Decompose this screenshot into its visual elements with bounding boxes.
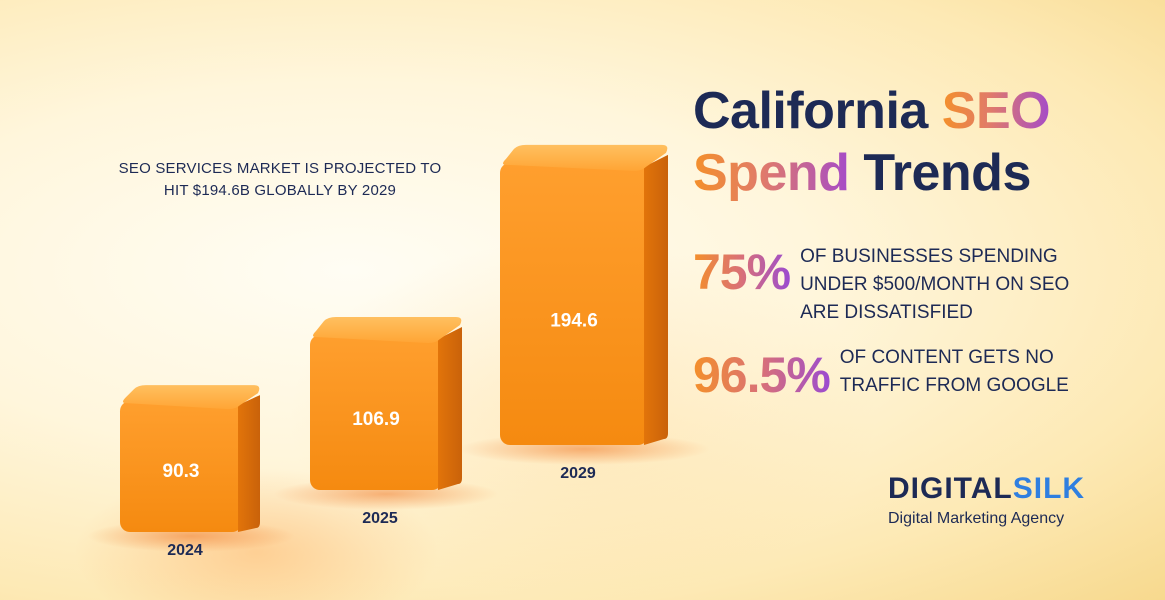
x-tick-label: 2024 [167, 542, 203, 559]
digitalsilk-logo: DIGITALSILK Digital Marketing Agency [888, 472, 1085, 528]
bar-front-face [310, 334, 442, 490]
bar-value-label: 194.6 [550, 310, 598, 331]
market-projection-text: SEO SERVICES MARKET IS PROJECTED TO HIT … [100, 158, 460, 202]
bar-2029 [458, 144, 710, 465]
stat-content-no-traffic: 96.5% OF CONTENT GETS NO TRAFFIC FROM GO… [693, 347, 1110, 403]
headline-line-1: SEO SERVICES MARKET IS PROJECTED TO [118, 160, 442, 177]
stat-value: 96.5% [693, 347, 831, 403]
bar-top-face [123, 385, 260, 410]
title-spend: Spend [693, 144, 850, 202]
stat-description: OF BUSINESSES SPENDING UNDER $500/MONTH … [800, 246, 1070, 323]
stat-value: 75% [693, 244, 791, 300]
title-california: California [693, 82, 928, 140]
stat-description: OF CONTENT GETS NO TRAFFIC FROM GOOGLE [839, 347, 1069, 396]
brand-name-part2: SILK [1012, 472, 1086, 505]
bar-2024 [87, 385, 295, 552]
title-trends: Trends [863, 144, 1031, 202]
title-seo: SEO [941, 82, 1051, 140]
x-tick-label: 2029 [560, 465, 596, 482]
bar-value-label: 90.3 [163, 461, 200, 482]
x-tick-label: 2025 [362, 510, 398, 527]
bar-top-face [313, 316, 462, 343]
headline-line-2: HIT $194.6B GLOBALLY BY 2029 [163, 182, 397, 199]
page-title: California SEO Spend Trends [693, 80, 1051, 204]
bar-side-face [238, 395, 260, 532]
brand-name-part1: DIGITAL [888, 472, 1013, 505]
brand-tagline: Digital Marketing Agency [888, 510, 1065, 527]
bar-top-face [503, 144, 668, 171]
bar-side-face [644, 154, 668, 445]
stat-businesses-dissatisfied: 75% OF BUSINESSES SPENDING UNDER $500/MO… [693, 245, 1110, 327]
bar-2025 [273, 316, 499, 510]
bar-front-face [120, 401, 242, 532]
bar-value-label: 106.9 [352, 409, 400, 430]
bar-side-face [438, 326, 462, 490]
brand-wordmark: DIGITALSILK [888, 472, 1085, 506]
bar-front-face [500, 162, 648, 445]
